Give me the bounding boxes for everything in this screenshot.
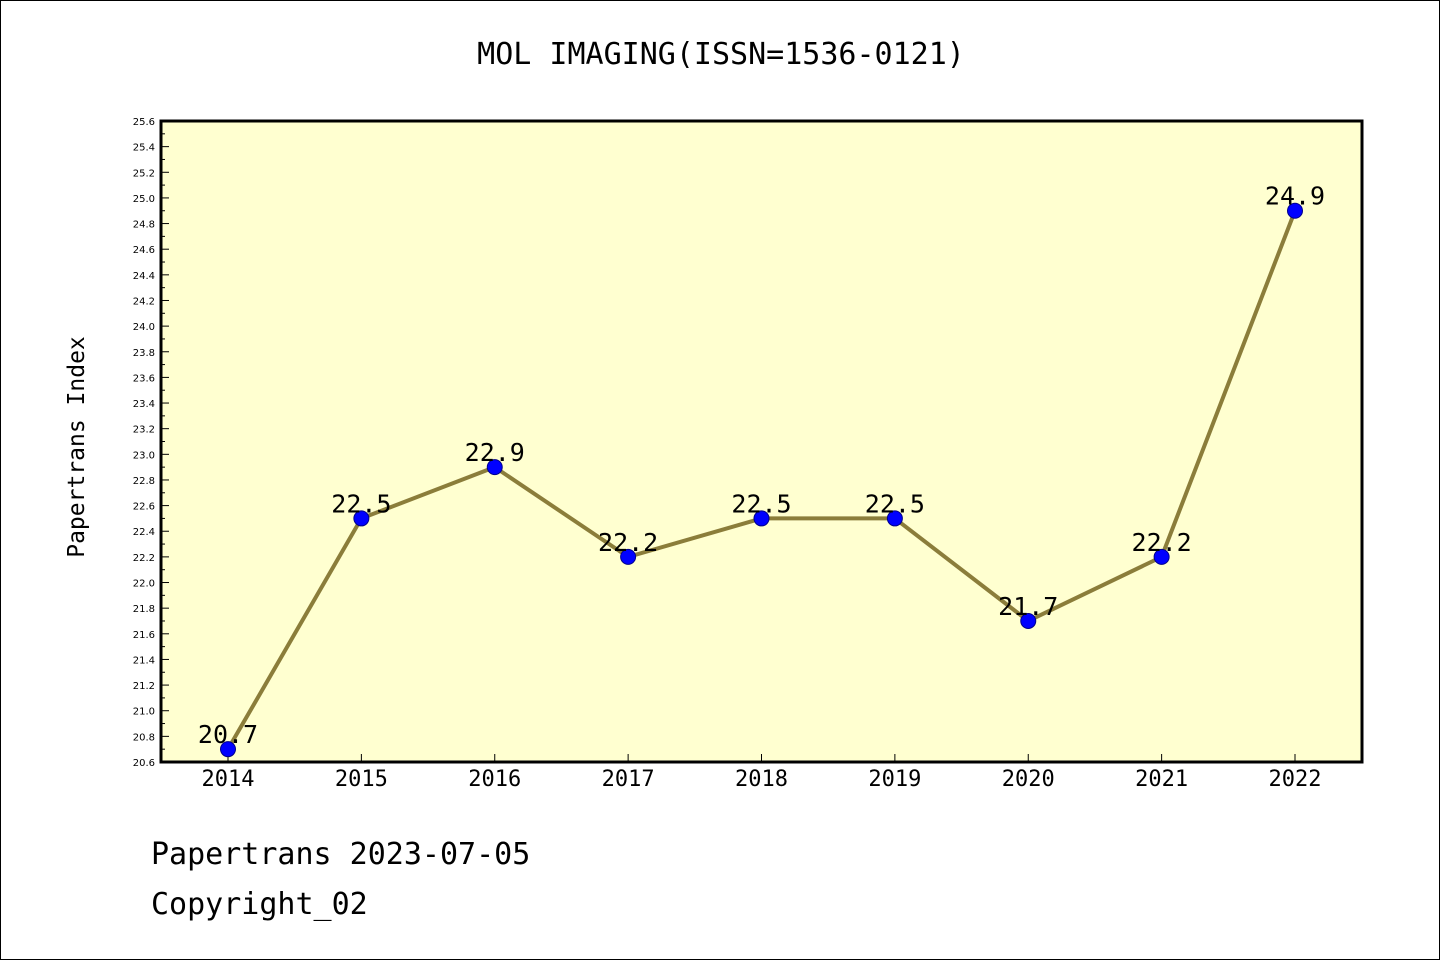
data-label: 22.2 [1132,528,1192,557]
y-tick-label: 24.8 [133,220,155,231]
data-point [486,459,503,476]
data-point [220,741,236,758]
data-point [1153,548,1170,565]
x-tick-label: 2019 [868,767,921,792]
x-tick-label: 2022 [1269,767,1322,792]
data-label: 20.7 [198,720,258,749]
data-point [1020,612,1037,629]
y-tick-label: 25.6 [133,117,155,128]
y-tick-label: 24.0 [133,322,155,333]
data-label: 22.5 [731,489,791,518]
y-tick-label: 23.2 [133,425,155,436]
y-tick-label: 21.0 [133,707,155,718]
y-tick-label: 23.4 [133,399,155,410]
y-tick-label: 21.6 [133,630,155,641]
y-tick-label: 21.8 [133,604,155,615]
y-tick-label: 21.2 [133,681,155,692]
data-point [1287,202,1303,219]
data-label: 22.2 [598,528,658,557]
data-label: 21.7 [998,592,1058,621]
x-axis-ticks: 2014 2015 2016 2017 2018 2019 2020 2021 2022 [202,754,1322,792]
chart-title: MOL IMAGING(ISSN=1536-0121) [477,37,965,72]
y-tick-label: 22.2 [133,553,155,564]
y-tick-label: 24.2 [133,296,155,307]
x-tick-label: 2014 [202,767,255,792]
y-tick-label: 20.6 [133,758,155,769]
x-tick-label: 2020 [1002,767,1055,792]
y-tick-label: 25.4 [133,143,155,154]
y-tick-label: 25.2 [133,168,155,179]
data-label: 24.9 [1265,182,1325,211]
y-tick-label: 23.8 [133,348,155,359]
y-tick-label: 21.4 [133,655,155,666]
data-label: 22.5 [331,489,391,518]
data-point [886,510,903,527]
y-tick-label: 20.8 [133,732,155,743]
y-tick-label: 24.4 [133,271,155,282]
y-tick-label: 22.0 [133,579,155,590]
footer-date-text: Papertrans 2023-07-05 [151,837,531,872]
plot-area [159,119,1364,764]
x-tick-label: 2018 [735,767,788,792]
x-tick-label: 2017 [602,767,655,792]
y-tick-label: 22.8 [133,476,155,487]
y-tick-label: 23.6 [133,373,155,384]
data-point [620,548,637,565]
y-tick-label: 22.6 [133,502,155,513]
data-point [353,510,370,527]
y-tick-label: 22.4 [133,527,155,538]
series-layer: 20.7 22.5 22.9 22.2 22.5 22.5 21.7 22.2 24.9 [198,182,1325,758]
footer-copyright-text: Copyright_02 [151,887,368,922]
y-tick-label: 23.0 [133,450,155,461]
data-label: 22.9 [465,438,525,467]
y-tick-label: 24.6 [133,245,155,256]
y-axis-ticks: 20.6 20.8 21.0 21.2 21.4 21.6 21.8 22.0 22.2 22.4… [133,117,169,769]
x-tick-label: 2016 [468,767,521,792]
x-tick-label: 2015 [335,767,388,792]
data-label: 22.5 [865,489,925,518]
x-tick-label: 2021 [1135,767,1188,792]
y-tick-label: 25.0 [133,194,155,205]
data-point [753,510,770,527]
